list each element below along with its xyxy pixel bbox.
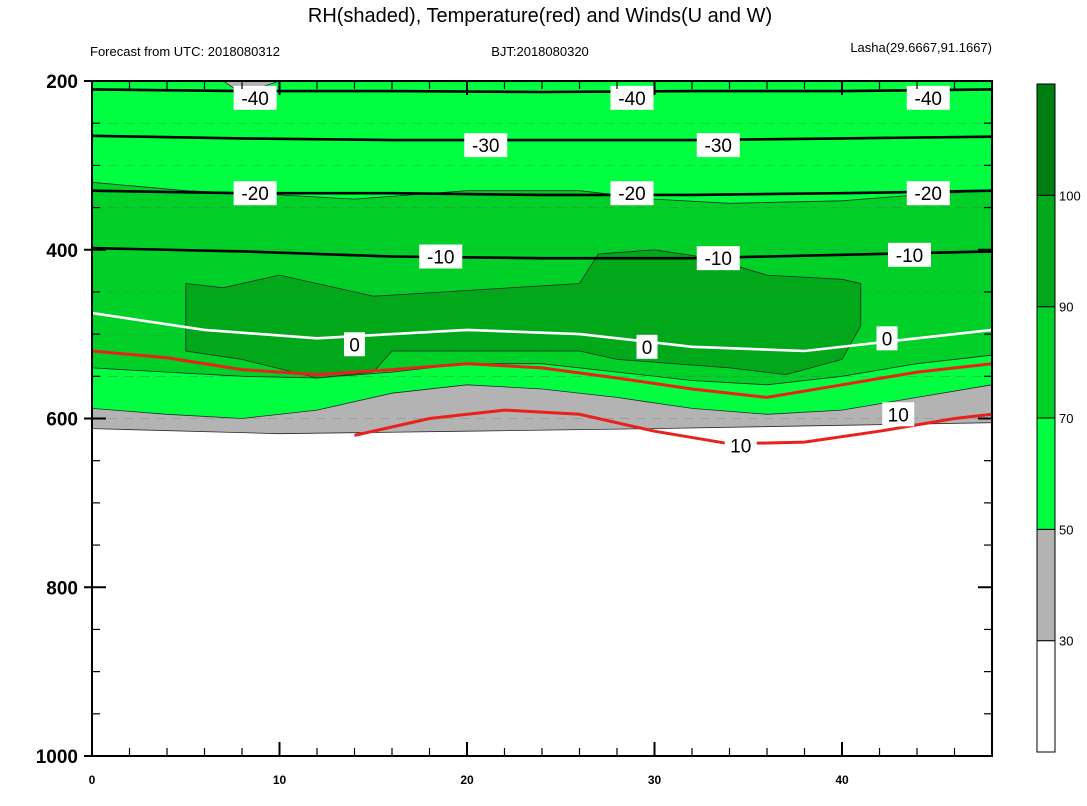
contour-label-text: -40 bbox=[618, 89, 645, 110]
contour-label-14: 10 bbox=[724, 433, 757, 458]
contour-label-13: 0 bbox=[876, 326, 898, 351]
y-tick-label: 800 bbox=[46, 578, 78, 599]
contour-label-5: -20 bbox=[233, 181, 277, 206]
x-tick-label: 0 bbox=[89, 773, 96, 787]
temp-contour-10 bbox=[354, 408, 992, 446]
colorbar-box-2 bbox=[1036, 417, 1056, 530]
y-tick-label: 200 bbox=[46, 72, 78, 93]
colorbar-box-3 bbox=[1036, 306, 1056, 419]
contour-label-text: 0 bbox=[882, 329, 893, 350]
x-tick-label: 10 bbox=[273, 773, 287, 787]
temp-contour--10 bbox=[92, 246, 992, 260]
contour-label-text: 0 bbox=[349, 335, 360, 356]
plot-area: -40 -40 -40 -30 -30 -20 -20 -20 -10 -10 -10 0 0 0 10 10 bbox=[92, 81, 992, 756]
contour-label-text: -40 bbox=[915, 89, 942, 110]
colorbar-box-1 bbox=[1036, 528, 1056, 642]
colorbar-box-5 bbox=[1036, 83, 1056, 196]
contour-label-6: -20 bbox=[610, 181, 654, 206]
colorbar-box-4 bbox=[1036, 194, 1056, 308]
chart-title: RH(shaded), Temperature(red) and Winds(U… bbox=[308, 5, 772, 27]
colorbar-label: 90 bbox=[1059, 300, 1073, 315]
contour-label-box bbox=[888, 242, 931, 267]
contour-label-text: 10 bbox=[888, 405, 909, 426]
contour-label-8: -10 bbox=[419, 244, 463, 269]
colorbar-label: 70 bbox=[1059, 411, 1073, 426]
contour-label-box bbox=[724, 433, 757, 458]
x-tick-label: 20 bbox=[460, 773, 474, 787]
contour-label-box bbox=[464, 133, 508, 158]
contour-label-text: -40 bbox=[241, 89, 268, 110]
contour-label-box bbox=[906, 85, 950, 110]
contour-label-box bbox=[233, 85, 277, 110]
contour-label-text: -10 bbox=[896, 246, 923, 267]
contour-labels: -40 -40 -40 -30 -30 -20 -20 -20 -10 -10 -10 0 0 0 10 10 bbox=[233, 85, 950, 458]
colorbar-label: 50 bbox=[1059, 522, 1073, 537]
contour-label-box bbox=[876, 326, 898, 351]
contour-label-box bbox=[696, 133, 740, 158]
contour-label-7: -20 bbox=[906, 181, 950, 206]
contour-label-text: 0 bbox=[642, 338, 653, 359]
contour-label-box bbox=[344, 332, 365, 357]
contour-label-text: 10 bbox=[730, 437, 751, 458]
contour-label-11: 0 bbox=[344, 332, 365, 357]
contour-label-box bbox=[882, 402, 915, 427]
contour-label-box bbox=[636, 334, 658, 359]
contour-label-text: -20 bbox=[618, 184, 645, 205]
y-tick-label: 400 bbox=[46, 241, 78, 262]
colorbar-label: 100 bbox=[1059, 188, 1081, 203]
contour-label-12: 0 bbox=[636, 334, 658, 359]
x-tick-label: 30 bbox=[648, 773, 662, 787]
contour-label-text: -20 bbox=[241, 184, 268, 205]
subtitle-bjt: BJT:2018080320 bbox=[491, 44, 589, 59]
x-tick-label: 40 bbox=[835, 773, 849, 787]
dashed-grid bbox=[92, 122, 992, 419]
contour-label-text: -10 bbox=[705, 249, 732, 270]
temp-contour--30 bbox=[92, 134, 992, 142]
colorbar-box-0 bbox=[1036, 640, 1056, 753]
contour-label-text: -20 bbox=[915, 184, 942, 205]
contour-label-box bbox=[610, 181, 654, 206]
subtitle-location: Lasha(29.6667,91.1667) bbox=[850, 40, 992, 55]
y-tick-label: 600 bbox=[46, 410, 78, 431]
contour-label-1: -40 bbox=[610, 85, 654, 110]
contour-label-3: -30 bbox=[464, 133, 508, 158]
contour-label-box bbox=[610, 85, 654, 110]
y-tick-label: 1000 bbox=[36, 747, 78, 768]
contour-label-2: -40 bbox=[906, 85, 950, 110]
contour-label-box bbox=[233, 181, 277, 206]
contour-label-4: -30 bbox=[696, 133, 740, 158]
subtitle-forecast: Forecast from UTC: 2018080312 bbox=[90, 44, 280, 59]
contour-label-text: -30 bbox=[472, 136, 499, 157]
temp-contour-5 bbox=[92, 349, 992, 399]
contour-label-text: -30 bbox=[705, 136, 732, 157]
contour-label-0: -40 bbox=[233, 85, 277, 110]
contour-label-15: 10 bbox=[882, 402, 915, 427]
colorbar-label: 30 bbox=[1059, 634, 1073, 649]
contour-label-box bbox=[906, 181, 950, 206]
contour-label-9: -10 bbox=[696, 246, 740, 271]
colorbar: 30 50 70 90 100 bbox=[1036, 83, 1081, 753]
contour-label-text: -10 bbox=[427, 248, 454, 269]
contour-label-box bbox=[419, 244, 463, 269]
contour-label-box bbox=[696, 246, 740, 271]
contour-label-10: -10 bbox=[888, 242, 931, 267]
